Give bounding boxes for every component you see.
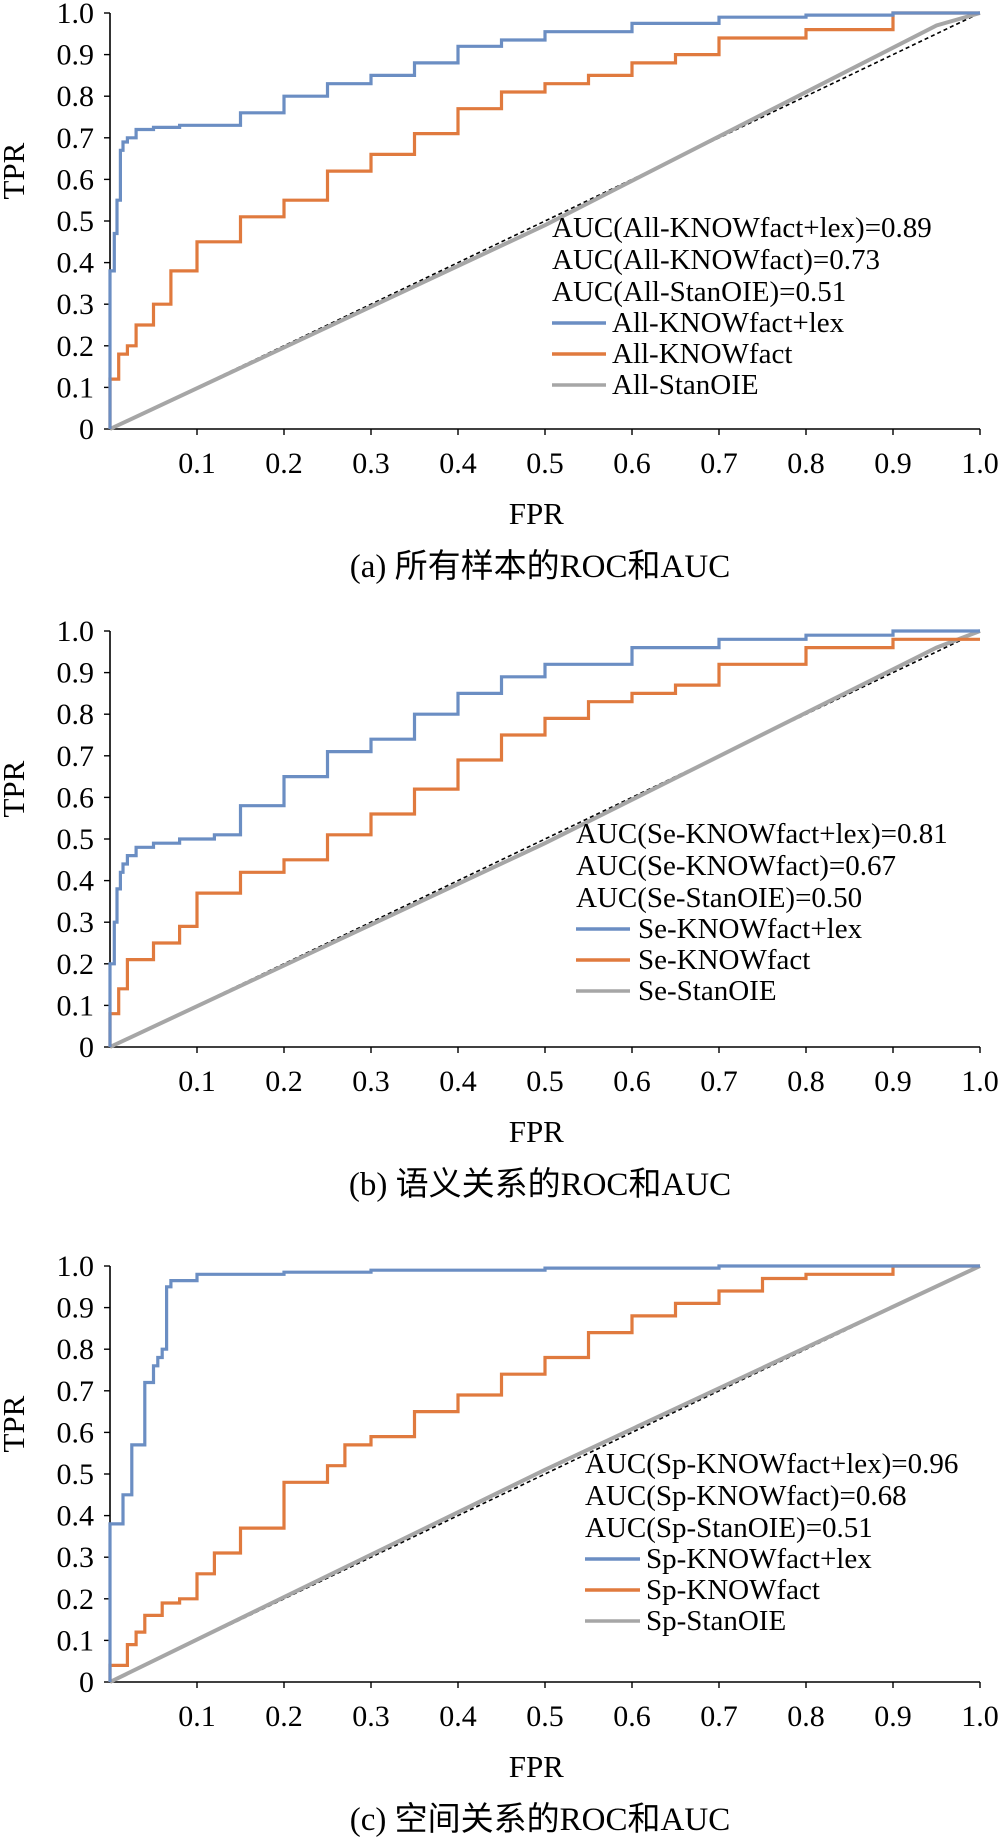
series-line-sp-knowfact [108,1264,980,1682]
y-tick-label: 0.6 [57,1416,95,1449]
figure-caption: (c) 空间关系的ROC和AUC [350,1801,730,1838]
y-tick-label: 0.3 [57,1541,95,1574]
y-tick-label: 0.9 [57,657,95,690]
y-tick-label: 0.2 [57,1583,95,1616]
x-tick-label: 0.4 [439,1065,477,1098]
x-tick-label: 0.2 [265,1065,303,1098]
x-tick-label: 0.1 [178,1700,216,1733]
x-axis-title: FPR [509,496,564,531]
y-tick-label: 0.7 [57,740,95,773]
y-tick-label: 0.5 [57,1458,95,1491]
legend-label: Sp-KNOWfact+lex [646,1543,872,1575]
legend-label: Se-KNOWfact [638,944,810,976]
x-tick-label: 0.8 [787,447,825,480]
legend-label: All-KNOWfact [612,338,792,370]
y-tick-label: 0 [79,1031,94,1064]
x-tick-label: 0.6 [613,447,651,480]
x-tick-label: 0.5 [526,1700,564,1733]
x-tick-label: 0.3 [352,447,390,480]
x-tick-label: 0.5 [526,1065,564,1098]
x-tick-label: 0.4 [439,447,477,480]
series-line-all-knowfact-lex [108,11,980,429]
auc-annotation: AUC(Sp-StanOIE)=0.51 [585,1512,873,1544]
y-tick-label: 0.8 [57,1333,95,1366]
y-tick-label: 0.2 [57,330,95,363]
y-tick-label: 0.5 [57,823,95,856]
auc-annotation: AUC(All-KNOWfact)=0.73 [552,244,880,276]
auc-annotation: AUC(Se-KNOWfact+lex)=0.81 [576,818,948,850]
y-axis-title: TPR [0,760,31,817]
y-tick-label: 0.7 [57,122,95,155]
x-tick-label: 0.6 [613,1700,651,1733]
y-tick-label: 0.4 [57,247,95,280]
series-line-sp-stanoie [109,1264,981,1684]
y-axis-title: TPR [0,1395,31,1452]
x-tick-label: 0.7 [700,1065,738,1098]
x-tick-label: 1.0 [961,1065,999,1098]
auc-annotation: AUC(Sp-KNOWfact)=0.68 [585,1480,907,1512]
x-tick-label: 0.2 [265,1700,303,1733]
figure-caption: (b) 语义关系的ROC和AUC [349,1166,731,1203]
x-tick-label: 0.3 [352,1065,390,1098]
y-tick-label: 0.8 [57,80,95,113]
y-tick-label: 0.5 [57,205,95,238]
series-line-se-knowfact [108,637,980,1047]
y-tick-label: 0.1 [57,1624,95,1657]
legend-label: Se-StanOIE [638,975,777,1007]
x-tick-label: 0.9 [874,1065,912,1098]
x-tick-label: 0.8 [787,1700,825,1733]
y-tick-label: 0.9 [57,1292,95,1325]
y-tick-label: 0.9 [57,39,95,72]
y-tick-label: 0.4 [57,1500,95,1533]
series-line-all-stanoie [109,11,981,431]
x-axis-title: FPR [509,1114,564,1149]
x-tick-label: 0.2 [265,447,303,480]
y-tick-label: 1.0 [57,0,95,30]
x-tick-label: 0.7 [700,447,738,480]
y-tick-label: 0.1 [57,371,95,404]
figure-caption: (a) 所有样本的ROC和AUC [350,548,730,585]
y-tick-label: 0.3 [57,906,95,939]
y-tick-label: 0.7 [57,1375,95,1408]
y-tick-label: 0 [79,413,94,446]
x-tick-label: 0.1 [178,1065,216,1098]
series-line-all-knowfact [108,11,980,429]
legend-label: Sp-KNOWfact [646,1574,820,1606]
auc-annotation: AUC(Se-KNOWfact)=0.67 [576,850,896,882]
y-tick-label: 0.3 [57,288,95,321]
series-line-se-knowfact-lex [108,629,980,1047]
x-tick-label: 1.0 [961,1700,999,1733]
auc-annotation: AUC(Se-StanOIE)=0.50 [576,882,862,914]
auc-annotation: AUC(All-StanOIE)=0.51 [552,276,846,308]
y-tick-label: 0.4 [57,865,95,898]
legend-label: All-KNOWfact+lex [612,307,845,339]
x-tick-label: 0.4 [439,1700,477,1733]
y-tick-label: 0.6 [57,781,95,814]
series-line-sp-knowfact-lex [108,1264,980,1682]
legend-label: Se-KNOWfact+lex [638,913,863,945]
y-tick-label: 1.0 [57,1250,95,1283]
x-axis-title: FPR [509,1749,564,1784]
y-axis-title: TPR [0,142,31,199]
x-tick-label: 0.8 [787,1065,825,1098]
x-tick-label: 1.0 [961,447,999,480]
x-tick-label: 0.6 [613,1065,651,1098]
x-tick-label: 0.5 [526,447,564,480]
y-tick-label: 0.6 [57,163,95,196]
x-tick-label: 0.9 [874,1700,912,1733]
y-tick-label: 0.2 [57,948,95,981]
auc-annotation: AUC(Sp-KNOWfact+lex)=0.96 [585,1448,958,1480]
legend-label: All-StanOIE [612,369,759,401]
x-tick-label: 0.7 [700,1700,738,1733]
y-tick-label: 0.8 [57,698,95,731]
x-tick-label: 0.3 [352,1700,390,1733]
legend-label: Sp-StanOIE [646,1605,786,1637]
auc-annotation: AUC(All-KNOWfact+lex)=0.89 [552,212,932,244]
y-tick-label: 0 [79,1666,94,1699]
y-tick-label: 1.0 [57,615,95,648]
x-tick-label: 0.9 [874,447,912,480]
y-tick-label: 0.1 [57,989,95,1022]
x-tick-label: 0.1 [178,447,216,480]
